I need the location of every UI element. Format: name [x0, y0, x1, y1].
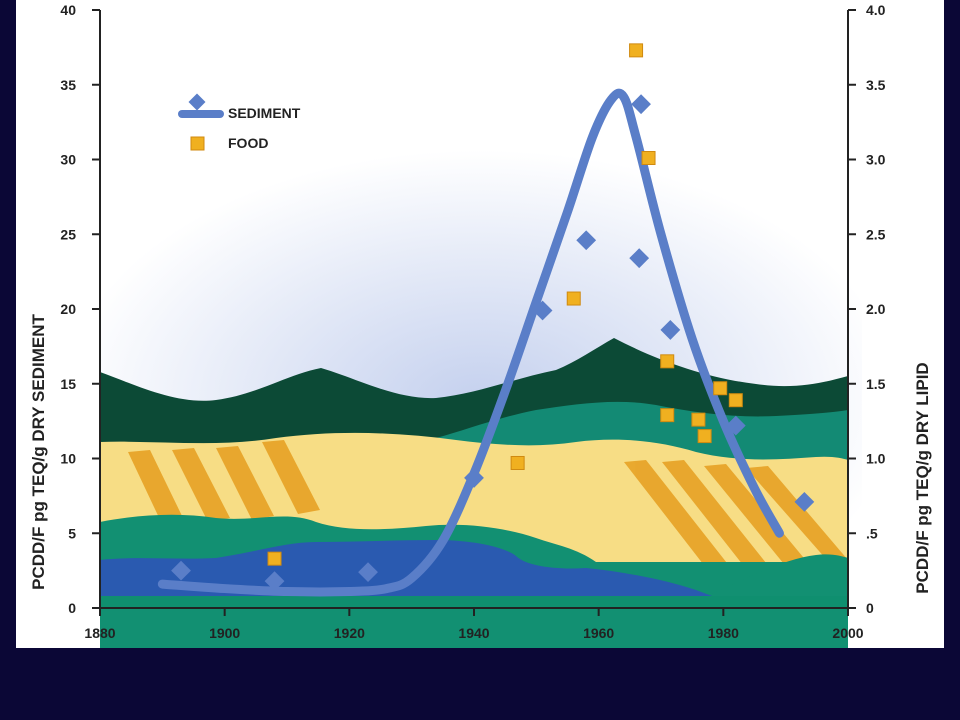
y-left-tick-label: 40 — [60, 2, 76, 18]
y-right-tick-label: 4.0 — [866, 2, 886, 18]
food-point — [566, 291, 581, 306]
food-point — [267, 551, 282, 566]
sediment-point — [660, 320, 681, 340]
y-right-tick-label: 0 — [866, 600, 874, 616]
y-left-tick-label: 5 — [68, 525, 76, 541]
food-point — [660, 408, 675, 423]
x-tick-label: 1880 — [84, 625, 115, 641]
y-right-tick-label: 3.5 — [866, 77, 886, 93]
sediment-point — [358, 562, 378, 583]
y-right-tick-label: 3.0 — [866, 152, 886, 168]
legend-food: FOOD — [190, 135, 268, 151]
landscape-background — [100, 150, 862, 648]
chart-svg: 0 0 5 .5 10 1.0 15 1.5 20 2.0 25 2.5 30 3.0 35 3.5 40 4.0… — [29, 2, 932, 648]
y-right-tick-label: .5 — [866, 525, 878, 541]
y-right-tick-label: 2.0 — [866, 301, 886, 317]
y-right-title: PCDD/F pg TEQ/g DRY LIPID — [913, 362, 932, 593]
sediment-point — [794, 491, 815, 512]
sediment-point — [725, 415, 746, 436]
food-point — [691, 412, 706, 427]
food-point — [697, 429, 712, 444]
y-right-tick-label: 1.0 — [866, 451, 886, 467]
y-right-tick-label: 2.5 — [866, 226, 886, 242]
food-point — [510, 455, 525, 470]
y-left-tick-label: 25 — [60, 226, 76, 242]
y-left-tick-label: 30 — [60, 152, 76, 168]
food-point — [728, 393, 743, 408]
food-point — [713, 381, 728, 396]
food-point — [660, 354, 675, 369]
sediment-trend-curve — [157, 88, 784, 597]
y-left-title: PCDD/F pg TEQ/g DRY SEDIMENT — [29, 313, 48, 589]
sediment-point — [532, 300, 553, 321]
y-left-tick-label: 35 — [60, 77, 76, 93]
legend-food-marker — [190, 136, 205, 151]
y-right-tick-label: 1.5 — [866, 376, 886, 392]
x-tick-label: 1940 — [458, 625, 489, 641]
y-left-tick-label: 0 — [68, 600, 76, 616]
bottom-band — [100, 596, 848, 608]
food-point — [641, 151, 656, 166]
legend-sediment-label: SEDIMENT — [228, 105, 301, 121]
y-left-tick-label: 10 — [60, 451, 76, 467]
legend-sediment-marker — [188, 93, 206, 111]
food-point — [629, 43, 644, 58]
x-tick-label: 1920 — [334, 625, 365, 641]
ticks-group: 0 0 5 .5 10 1.0 15 1.5 20 2.0 25 2.5 30 3.0 35 3.5 40 4.0… — [60, 2, 885, 641]
legend: SEDIMENT FOOD — [178, 93, 301, 151]
sediment-point — [631, 94, 651, 115]
y-left-tick-label: 20 — [60, 301, 76, 317]
sediment-point — [629, 248, 650, 269]
sediment-point — [464, 468, 484, 488]
y-left-tick-label: 15 — [60, 376, 76, 392]
legend-sediment: SEDIMENT — [178, 93, 301, 121]
chart-panel: 0 0 5 .5 10 1.0 15 1.5 20 2.0 25 2.5 30 3.0 35 3.5 40 4.0… — [16, 0, 944, 648]
legend-food-label: FOOD — [228, 135, 268, 151]
x-tick-label: 1980 — [708, 625, 739, 641]
x-tick-label: 1960 — [583, 625, 614, 641]
x-tick-label: 2000 — [832, 625, 863, 641]
x-tick-label: 1900 — [209, 625, 240, 641]
